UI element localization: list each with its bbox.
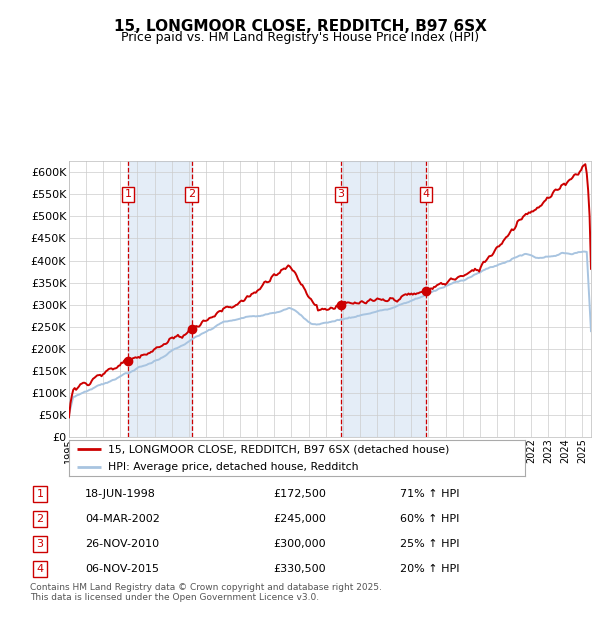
Text: 1: 1 [125,189,132,199]
Bar [341,161,426,437]
Text: 15, LONGMOOR CLOSE, REDDITCH, B97 6SX (detached house): 15, LONGMOOR CLOSE, REDDITCH, B97 6SX (d… [108,444,449,454]
Text: 2: 2 [188,189,195,199]
Text: £300,000: £300,000 [273,539,326,549]
Text: 15, LONGMOOR CLOSE, REDDITCH, B97 6SX: 15, LONGMOOR CLOSE, REDDITCH, B97 6SX [113,19,487,33]
Text: 26-NOV-2010: 26-NOV-2010 [85,539,160,549]
Text: 60% ↑ HPI: 60% ↑ HPI [400,514,459,524]
Text: £245,000: £245,000 [273,514,326,524]
Text: £330,500: £330,500 [273,564,326,574]
Text: HPI: Average price, detached house, Redditch: HPI: Average price, detached house, Redd… [108,462,358,472]
Text: 4: 4 [37,564,43,574]
Text: 4: 4 [422,189,430,199]
Text: 3: 3 [338,189,344,199]
Text: Price paid vs. HM Land Registry's House Price Index (HPI): Price paid vs. HM Land Registry's House … [121,31,479,44]
Text: 3: 3 [37,539,43,549]
Text: 1: 1 [37,489,43,499]
Text: 71% ↑ HPI: 71% ↑ HPI [400,489,460,499]
Text: 25% ↑ HPI: 25% ↑ HPI [400,539,460,549]
Text: Contains HM Land Registry data © Crown copyright and database right 2025.
This d: Contains HM Land Registry data © Crown c… [30,583,382,602]
Text: 06-NOV-2015: 06-NOV-2015 [85,564,159,574]
Text: 18-JUN-1998: 18-JUN-1998 [85,489,156,499]
Text: 04-MAR-2002: 04-MAR-2002 [85,514,160,524]
Text: 20% ↑ HPI: 20% ↑ HPI [400,564,460,574]
Text: 2: 2 [37,514,43,524]
Bar [128,161,192,437]
Text: £172,500: £172,500 [273,489,326,499]
